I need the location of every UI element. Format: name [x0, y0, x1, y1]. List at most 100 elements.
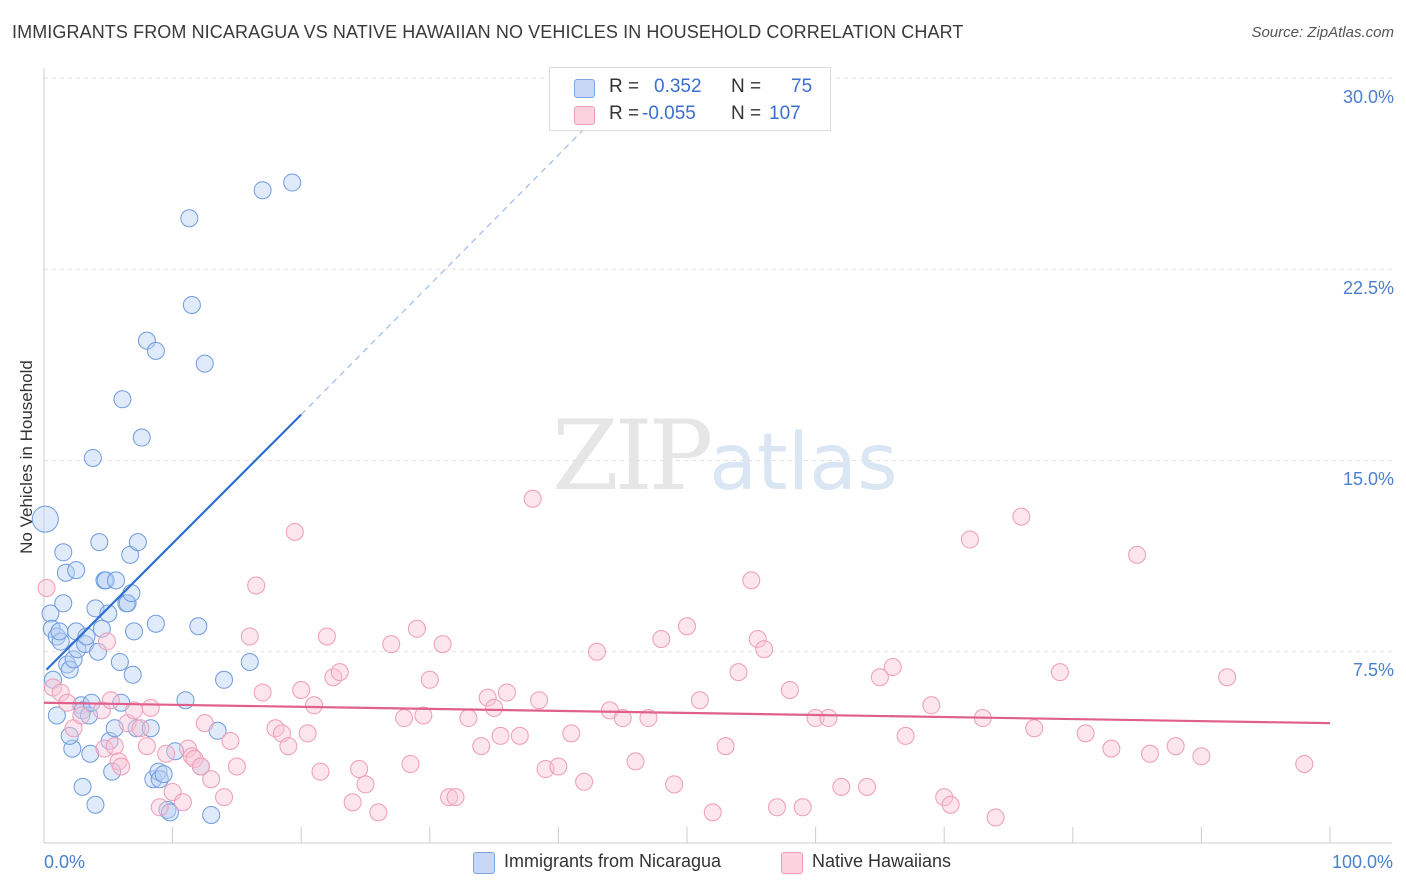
data-point	[356, 775, 375, 794]
data-point	[1218, 668, 1237, 687]
data-point	[1128, 545, 1147, 564]
data-point	[742, 571, 761, 590]
data-point	[870, 668, 889, 687]
data-point	[1050, 663, 1069, 682]
data-point	[1140, 744, 1159, 763]
data-point	[665, 775, 684, 794]
data-point	[652, 630, 671, 648]
data-point	[227, 757, 246, 776]
legend-swatch-pink	[574, 106, 595, 125]
data-point	[639, 709, 658, 728]
data-point	[173, 793, 192, 812]
data-point	[86, 795, 105, 814]
data-point	[941, 795, 960, 814]
data-point	[935, 788, 954, 807]
axes	[43, 68, 1392, 844]
data-point	[369, 803, 388, 822]
data-point	[67, 561, 86, 580]
legend-swatch-blue	[574, 79, 595, 98]
data-point	[83, 448, 102, 467]
data-point	[440, 788, 459, 807]
data-point	[279, 737, 298, 756]
data-point	[401, 754, 420, 773]
data-point	[77, 627, 96, 646]
data-point	[292, 681, 311, 699]
data-point	[350, 760, 369, 779]
data-point	[382, 635, 401, 654]
data-point	[137, 331, 156, 350]
data-point	[110, 652, 129, 671]
data-point	[575, 772, 594, 791]
source-label: Source: ZipAtlas.com	[1251, 24, 1394, 41]
data-point	[51, 683, 70, 702]
data-point	[150, 798, 169, 817]
data-point	[472, 737, 491, 756]
data-point	[562, 724, 581, 743]
data-point	[1192, 747, 1211, 766]
data-point	[64, 650, 83, 669]
data-point	[41, 604, 60, 623]
data-point	[626, 752, 645, 771]
y-tick-label: 22.5%	[1342, 278, 1394, 298]
data-point	[613, 709, 632, 728]
data-point	[1295, 754, 1314, 773]
data-point	[1166, 737, 1185, 756]
data-point	[154, 765, 173, 784]
data-point	[137, 737, 156, 756]
data-point	[986, 808, 1005, 827]
data-point	[185, 749, 204, 768]
legend-swatch-blue	[473, 852, 495, 874]
trend-line-hawaiian	[43, 701, 1331, 725]
data-point	[523, 489, 542, 508]
data-point	[311, 762, 330, 781]
data-point	[793, 798, 812, 817]
data-point	[146, 341, 165, 360]
data-point	[1025, 719, 1044, 738]
legend-n-value: 107	[769, 103, 801, 124]
y-tick-label: 15.0%	[1342, 469, 1394, 489]
legend-r-label: R =	[609, 76, 640, 97]
data-point	[202, 805, 221, 824]
watermark: ZIPatlas	[552, 400, 898, 512]
data-point	[690, 691, 709, 710]
data-point	[896, 726, 915, 745]
data-point	[780, 681, 799, 699]
data-point	[157, 744, 176, 763]
data-point	[146, 614, 165, 633]
data-point	[497, 683, 516, 702]
data-point	[50, 622, 69, 641]
data-point	[317, 627, 336, 646]
data-point	[221, 732, 240, 750]
data-point	[89, 642, 108, 661]
legend-n-value: 75	[791, 76, 813, 97]
data-point	[107, 571, 126, 590]
data-point	[407, 619, 426, 638]
data-point	[832, 777, 851, 796]
data-point	[118, 594, 137, 613]
data-point	[420, 670, 439, 689]
data-point	[298, 724, 317, 743]
data-point	[883, 658, 902, 677]
data-point	[132, 428, 151, 447]
chart-title: IMMIGRANTS FROM NICARAGUA VS NATIVE HAWA…	[12, 22, 964, 42]
trend-line-nicaragua-extension	[300, 128, 585, 416]
data-point	[587, 642, 606, 661]
trend-line-nicaragua	[45, 413, 302, 671]
legend-label-hawaiian: Native Hawaiians	[812, 851, 952, 871]
data-point	[60, 660, 79, 679]
watermark-atlas: atlas	[709, 418, 898, 508]
data-point	[54, 594, 73, 613]
data-point	[96, 571, 115, 590]
trend-lines	[43, 128, 1331, 725]
data-point	[31, 505, 59, 533]
data-point	[72, 706, 91, 725]
data-point	[414, 706, 433, 725]
data-point	[768, 798, 787, 817]
data-point	[90, 533, 109, 552]
data-point	[729, 663, 748, 682]
data-point	[247, 576, 266, 595]
data-point	[47, 706, 66, 725]
data-point	[125, 622, 144, 641]
watermark-zip: ZIP	[552, 400, 713, 512]
